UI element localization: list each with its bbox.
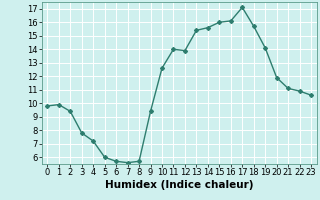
X-axis label: Humidex (Indice chaleur): Humidex (Indice chaleur) bbox=[105, 180, 253, 190]
